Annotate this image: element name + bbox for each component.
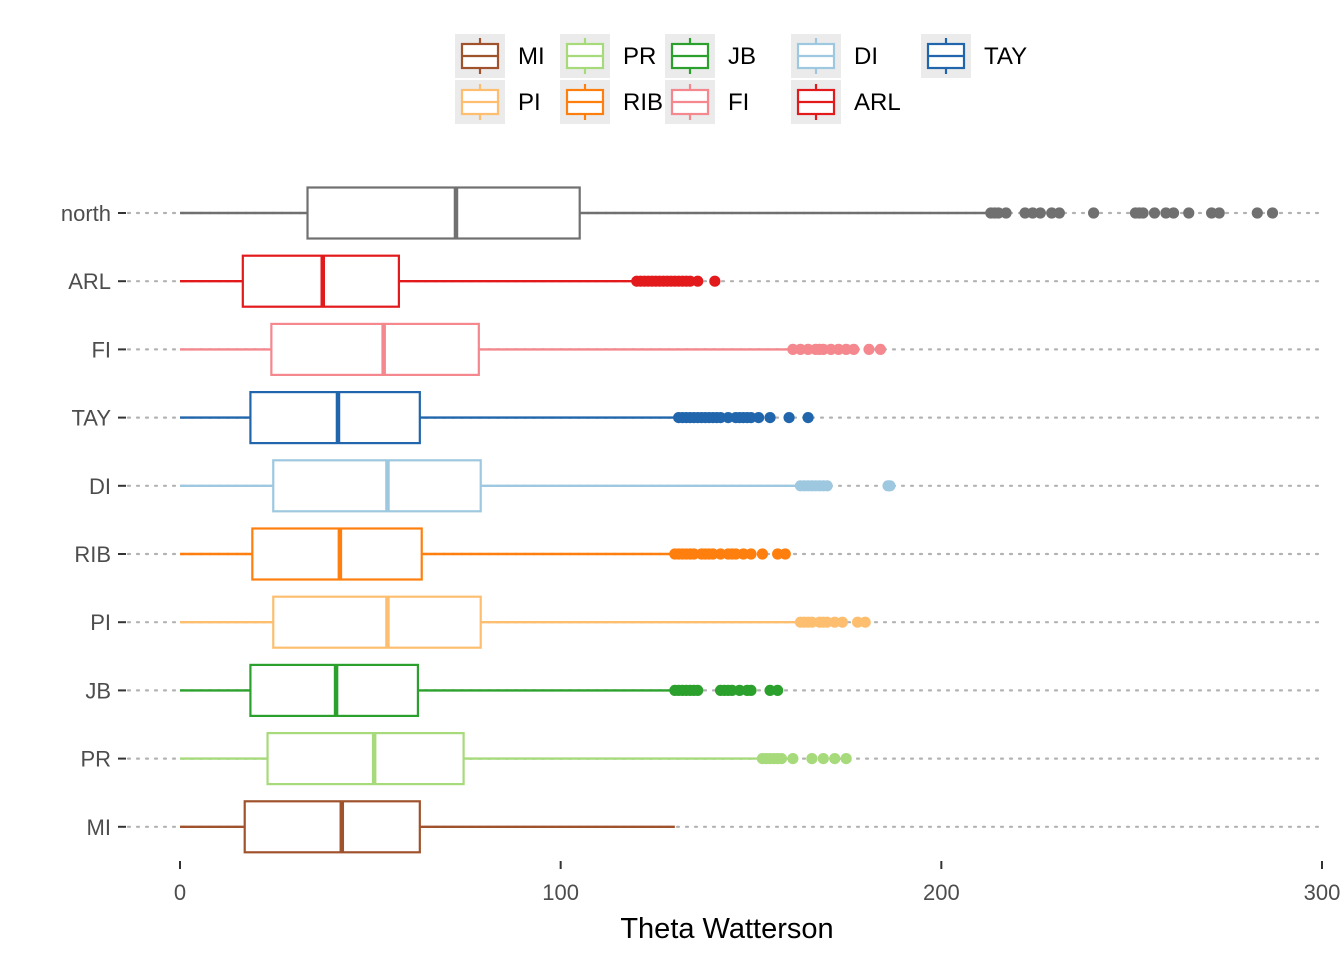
x-tick-label-0: 0 [174, 880, 186, 905]
outlier-PR-6 [787, 753, 799, 765]
box-RIB [251, 527, 423, 581]
outlier-RIB-18 [779, 548, 791, 560]
outlier-PR-5 [775, 753, 788, 765]
y-tick-label-RIB: RIB [74, 542, 111, 567]
boxplot-north [180, 186, 1279, 240]
box-MI [243, 800, 421, 854]
outlier-north-8 [1053, 207, 1065, 219]
legend-label-RIB: RIB [623, 89, 663, 116]
outlier-TAY-18 [753, 412, 765, 424]
outlier-PR-9 [829, 753, 841, 765]
boxplot-TAY [180, 391, 814, 445]
outlier-RIB-16 [756, 548, 769, 560]
legend-item-FI: FI [665, 80, 749, 124]
y-tick-label-north: north [61, 201, 111, 226]
outlier-ARL-16 [709, 275, 721, 287]
outlier-FI-10 [863, 343, 875, 355]
outlier-PR-8 [817, 753, 829, 765]
box-FI [270, 322, 480, 376]
legend-label-MI: MI [518, 43, 545, 70]
boxes [180, 186, 1279, 854]
boxplot-RIB [180, 527, 791, 581]
y-tick-label-PI: PI [90, 610, 111, 635]
outlier-FI-11 [874, 343, 887, 355]
outlier-TAY-20 [783, 412, 795, 424]
legend-item-PI: PI [455, 80, 541, 124]
outlier-north-15 [1167, 207, 1180, 219]
legend-item-TAY: TAY [921, 34, 1027, 78]
outlier-north-9 [1088, 207, 1100, 219]
legend-label-ARL: ARL [854, 89, 901, 116]
outlier-JB-6 [692, 684, 704, 697]
legend-label-JB: JB [728, 43, 756, 70]
outlier-FI-9 [848, 343, 860, 355]
outlier-north-16 [1183, 207, 1195, 219]
outlier-TAY-19 [764, 412, 776, 424]
y-tick-label-TAY: TAY [71, 406, 111, 431]
legend-label-PI: PI [518, 89, 541, 116]
outlier-TAY-21 [802, 412, 814, 424]
box-DI [272, 459, 482, 513]
outlier-PR-10 [840, 753, 852, 765]
outlier-north-3 [1000, 207, 1012, 219]
legend-item-MI: MI [455, 34, 545, 78]
legend-label-TAY: TAY [984, 43, 1027, 70]
legend-label-FI: FI [728, 89, 749, 116]
legend-label-PR: PR [623, 43, 656, 70]
box-TAY [249, 391, 421, 445]
outlier-north-13 [1148, 207, 1161, 219]
boxplot-MI [180, 800, 675, 854]
legend-item-DI: DI [791, 34, 878, 78]
boxplot-PR [180, 731, 852, 786]
y-tick-label-PR: PR [80, 747, 111, 772]
box-PI [272, 595, 482, 649]
legend-item-ARL: ARL [791, 80, 901, 124]
outlier-north-12 [1137, 207, 1149, 219]
outlier-north-19 [1251, 207, 1263, 219]
outlier-north-20 [1266, 207, 1279, 219]
outlier-PI-8 [836, 616, 848, 628]
boxplot-ARL [180, 254, 721, 308]
legend-item-RIB: RIB [560, 80, 663, 124]
legend-item-JB: JB [665, 34, 756, 78]
outlier-JB-15 [772, 684, 784, 697]
legend-item-PR: PR [560, 34, 656, 78]
boxplot-JB [180, 663, 784, 718]
outlier-PI-10 [859, 616, 871, 628]
outlier-DI-9 [884, 480, 896, 492]
legend-label-DI: DI [854, 43, 878, 70]
y-tick-label-DI: DI [89, 474, 111, 499]
x-tick-label-200: 200 [923, 880, 960, 905]
axes: north ARL FI TAY DI RIB PI JB PR MI 0 100 200 300 [61, 201, 1341, 905]
box-PR [266, 731, 465, 786]
legend: MI PI PR RIB JB FI DI ARL TAY [455, 34, 1027, 124]
outlier-DI-7 [821, 480, 833, 492]
outlier-ARL-15 [692, 275, 704, 287]
y-tick-label-MI: MI [87, 815, 111, 840]
outlier-JB-13 [745, 684, 757, 697]
y-tick-label-FI: FI [91, 337, 111, 362]
boxplot-PI [180, 595, 871, 649]
x-axis-title: Theta Watterson [620, 913, 833, 945]
y-tick-label-ARL: ARL [68, 269, 111, 294]
boxplot-DI [180, 459, 896, 513]
x-tick-label-100: 100 [542, 880, 579, 905]
outlier-north-18 [1213, 207, 1225, 219]
outlier-PR-7 [806, 753, 818, 765]
y-tick-label-JB: JB [85, 678, 111, 703]
boxplot-FI [180, 322, 887, 376]
box-north [306, 186, 581, 240]
x-tick-label-300: 300 [1304, 880, 1341, 905]
outlier-RIB-15 [745, 548, 757, 560]
outlier-north-6 [1034, 207, 1046, 219]
